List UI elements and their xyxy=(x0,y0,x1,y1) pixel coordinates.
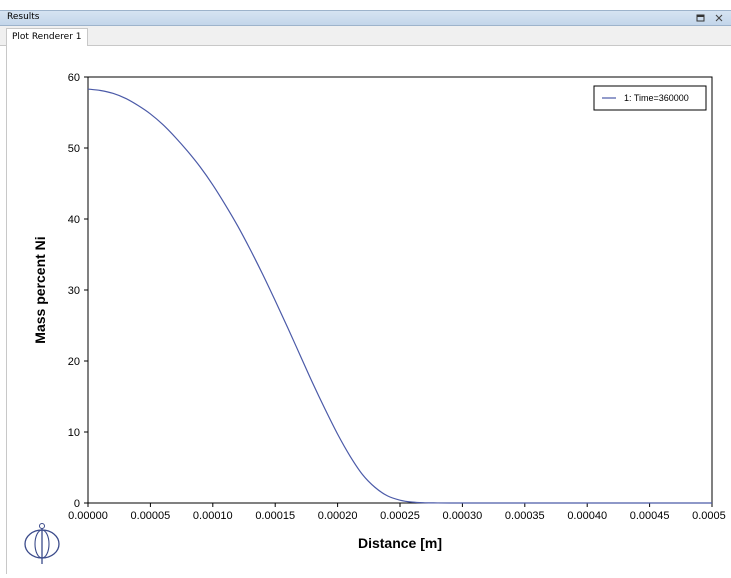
panel-actions xyxy=(695,11,725,25)
x-tick-label: 0.00015 xyxy=(255,510,295,522)
results-panel-titlebar: Results xyxy=(0,10,731,26)
close-icon[interactable] xyxy=(713,12,725,24)
y-tick-label: 30 xyxy=(68,285,80,297)
y-tick-label: 10 xyxy=(68,427,80,439)
x-tick-label: 0.00000 xyxy=(68,510,108,522)
x-axis-label: Distance [m] xyxy=(358,535,442,551)
x-tick-label: 0.00045 xyxy=(630,510,670,522)
y-tick-label: 60 xyxy=(68,72,80,84)
x-tick-label: 0.00030 xyxy=(443,510,483,522)
tab-strip: Plot Renderer 1 xyxy=(0,26,731,46)
chart-svg: 0.00000 0.00005 0.00010 0.00015 0.00020 0.000… xyxy=(24,72,731,564)
y-axis-label: Mass percent Ni xyxy=(32,236,48,343)
plot-area: 0.00000 0.00005 0.00010 0.00015 0.00020 0.000… xyxy=(6,46,731,574)
x-tick-label: 0.00040 xyxy=(567,510,607,522)
x-tick-label: 0.00010 xyxy=(193,510,233,522)
legend-label: 1: Time=360000 xyxy=(624,93,689,103)
restore-icon[interactable] xyxy=(695,12,707,24)
x-tick-label: 0.00025 xyxy=(380,510,420,522)
x-tick-label: 0.00035 xyxy=(505,510,545,522)
logo-dot xyxy=(39,523,45,529)
legend: 1: Time=360000 xyxy=(593,85,707,111)
x-tick-label: 0.00005 xyxy=(131,510,171,522)
tab-plot-renderer-1[interactable]: Plot Renderer 1 xyxy=(6,28,88,46)
plot-frame xyxy=(87,76,713,504)
y-tick-label: 0 xyxy=(74,498,80,510)
series-line-1 xyxy=(87,88,712,504)
thermo-calc-logo-icon xyxy=(24,523,60,564)
y-tick-label: 20 xyxy=(68,356,80,368)
panel-title: Results xyxy=(7,12,40,22)
y-tick-label: 40 xyxy=(68,214,80,226)
x-tick-label: 0.00020 xyxy=(318,510,358,522)
y-tick-label: 50 xyxy=(68,143,80,155)
